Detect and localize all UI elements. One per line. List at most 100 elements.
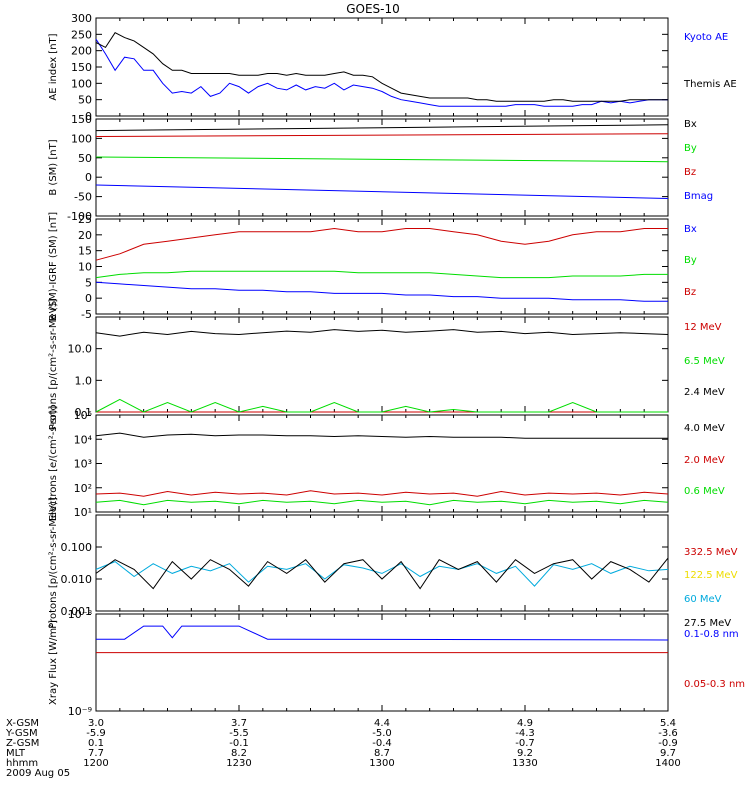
- y-tick-label: -5: [81, 308, 92, 321]
- axis-row-label: MLT: [6, 748, 26, 759]
- series-line: [95, 184, 669, 199]
- axis-value: 4.4: [374, 718, 390, 729]
- plot-frame: [95, 118, 669, 217]
- legend-entry: Kyoto AE: [684, 32, 728, 43]
- series-line: [95, 490, 669, 497]
- y-tick-label: 150: [71, 61, 92, 74]
- axis-value: -0.4: [372, 738, 392, 749]
- axis-value: 9.2: [517, 748, 533, 759]
- y-tick-label: 0.100: [61, 541, 93, 554]
- axis-value: 3.7: [231, 718, 247, 729]
- series-line: [95, 281, 668, 302]
- axis-value: 8.7: [374, 748, 390, 759]
- y-tick-label: 200: [71, 45, 92, 58]
- axis-value: 7.7: [88, 748, 104, 759]
- legend-entry: 2.0 MeV: [684, 455, 725, 466]
- axis-value: 3.0: [88, 718, 104, 729]
- y-tick-label: 10⁴: [74, 433, 93, 446]
- axis-value: -5.5: [229, 728, 249, 739]
- legend-entry: 0.05-0.3 nm: [684, 679, 745, 690]
- legend-entry: 0.6 MeV: [684, 486, 725, 497]
- figure-title: GOES-10: [346, 2, 400, 16]
- legend-entry: 12 MeV: [684, 322, 722, 333]
- y-axis-label: AE index [nT]: [48, 33, 59, 100]
- date-label: 2009 Aug 05: [6, 768, 70, 779]
- plot-frame: [95, 414, 669, 513]
- series-line: [95, 561, 669, 587]
- axis-value: -0.9: [658, 738, 678, 749]
- panel-ae: 0 50 100 150 200 250 300 AE index [nT] Kyoto AE T…: [48, 12, 737, 123]
- series-line: [95, 557, 669, 590]
- series-line: [95, 398, 668, 413]
- axis-value: 0.1: [88, 738, 104, 749]
- series-line: [95, 156, 669, 163]
- y-tick-label: 10⁻⁹: [68, 705, 92, 718]
- y-tick-label: 100: [71, 132, 92, 145]
- series-line: [95, 32, 668, 102]
- axis-value: 1230: [226, 758, 251, 769]
- y-tick-label: 10: [78, 261, 92, 274]
- y-axis-label: Protons [p/(cm²-s-sr-MeV)]: [48, 299, 59, 431]
- axis-value: 1330: [512, 758, 537, 769]
- panel-xray: 10⁻⁹ 10⁻⁸ Xray Flux [W/m²] 0.1-0.8 nm 0.05-0…: [48, 608, 745, 718]
- axis-value: -5.0: [372, 728, 392, 739]
- y-tick-label: -100: [67, 210, 92, 223]
- legend-entry: By: [684, 255, 697, 266]
- y-axis-label: Xray Flux [W/m²]: [48, 620, 59, 705]
- axis-value: -5.9: [86, 728, 106, 739]
- axis-value: 4.9: [517, 718, 533, 729]
- y-axis-label: B (SM) [nT]: [48, 139, 59, 195]
- y-tick-label: 50: [78, 152, 92, 165]
- series-line: [95, 38, 668, 107]
- legend-entry: 4.0 MeV: [684, 423, 725, 434]
- y-tick-label: 10.0: [68, 343, 93, 356]
- legend-entry: 6.5 MeV: [684, 356, 725, 367]
- y-tick-label: 150: [71, 113, 92, 126]
- y-tick-label: 10⁻⁸: [68, 608, 93, 621]
- panel-bsm: -100 -50 0 50 100 150 B (SM) [nT] Bx By Bz Bmag: [48, 113, 713, 223]
- plot-frame: [95, 613, 669, 712]
- y-tick-label: 10²: [74, 482, 92, 495]
- series-line: [95, 329, 669, 337]
- legend-entry: Bx: [684, 224, 697, 235]
- axis-value: 1400: [655, 758, 680, 769]
- axis-value: -0.1: [229, 738, 249, 749]
- axis-value: 9.7: [660, 748, 676, 759]
- y-tick-label: 20: [78, 229, 92, 242]
- series-line: [95, 499, 669, 506]
- y-tick-label: 15: [78, 245, 92, 258]
- panel-bigrf: -5 0 5 10 15 20 25 B (SM)-IGRF (SM) [nT] Bx By Bz: [48, 212, 697, 321]
- legend-entry: 0.1-0.8 nm: [684, 629, 739, 640]
- axis-value: -4.3: [515, 728, 535, 739]
- y-tick-label: 1.0: [75, 374, 93, 387]
- series-line: [95, 227, 668, 261]
- y-tick-label: 300: [71, 12, 92, 25]
- y-tick-label: 10³: [74, 458, 92, 471]
- axis-value: 1200: [83, 758, 108, 769]
- legend-entry: By: [684, 143, 697, 154]
- y-tick-label: 250: [71, 28, 92, 41]
- y-tick-label: 0.010: [61, 573, 93, 586]
- axis-value: 8.2: [231, 748, 247, 759]
- y-axis-label: Electrons [e/(cm²-s-sr)]: [48, 406, 59, 522]
- axis-row-label: hhmm: [6, 758, 38, 769]
- y-tick-label: 10⁵: [74, 409, 92, 422]
- legend-entry: 60 MeV: [684, 594, 722, 605]
- panel-protons: 0.1 1.0 10.0 Protons [p/(cm²-s-sr-MeV)] 12 M…: [48, 299, 725, 431]
- series-line: [95, 270, 668, 279]
- axis-value: -3.6: [658, 728, 678, 739]
- series-line: [95, 432, 668, 439]
- legend-entry: Bx: [684, 119, 697, 130]
- legend-entry: 122.5 MeV: [684, 570, 738, 581]
- y-tick-label: 0: [85, 292, 92, 305]
- plot-frame: [95, 514, 669, 612]
- y-tick-label: 0.1: [75, 406, 93, 419]
- legend-entry: 332.5 MeV: [684, 547, 738, 558]
- series-line: [96, 625, 669, 641]
- axis-value: -0.7: [515, 738, 535, 749]
- series-line: [95, 133, 669, 137]
- legend-entry: 27.5 MeV: [684, 618, 731, 629]
- panel-electrons: 10¹ 10² 10³ 10⁴ 10⁵ Electrons [e/(cm²-s-sr)] 4…: [48, 406, 725, 522]
- axis-row-label: Y-GSM: [5, 728, 38, 739]
